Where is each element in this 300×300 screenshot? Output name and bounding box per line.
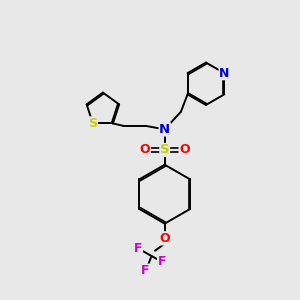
Text: S: S (160, 143, 169, 157)
Text: N: N (159, 123, 170, 136)
Text: F: F (134, 242, 142, 255)
Text: O: O (140, 143, 150, 157)
Text: O: O (159, 232, 170, 245)
Text: S: S (88, 117, 98, 130)
Text: F: F (158, 255, 166, 268)
Text: F: F (141, 264, 150, 277)
Text: N: N (219, 67, 230, 80)
Text: O: O (179, 143, 190, 157)
